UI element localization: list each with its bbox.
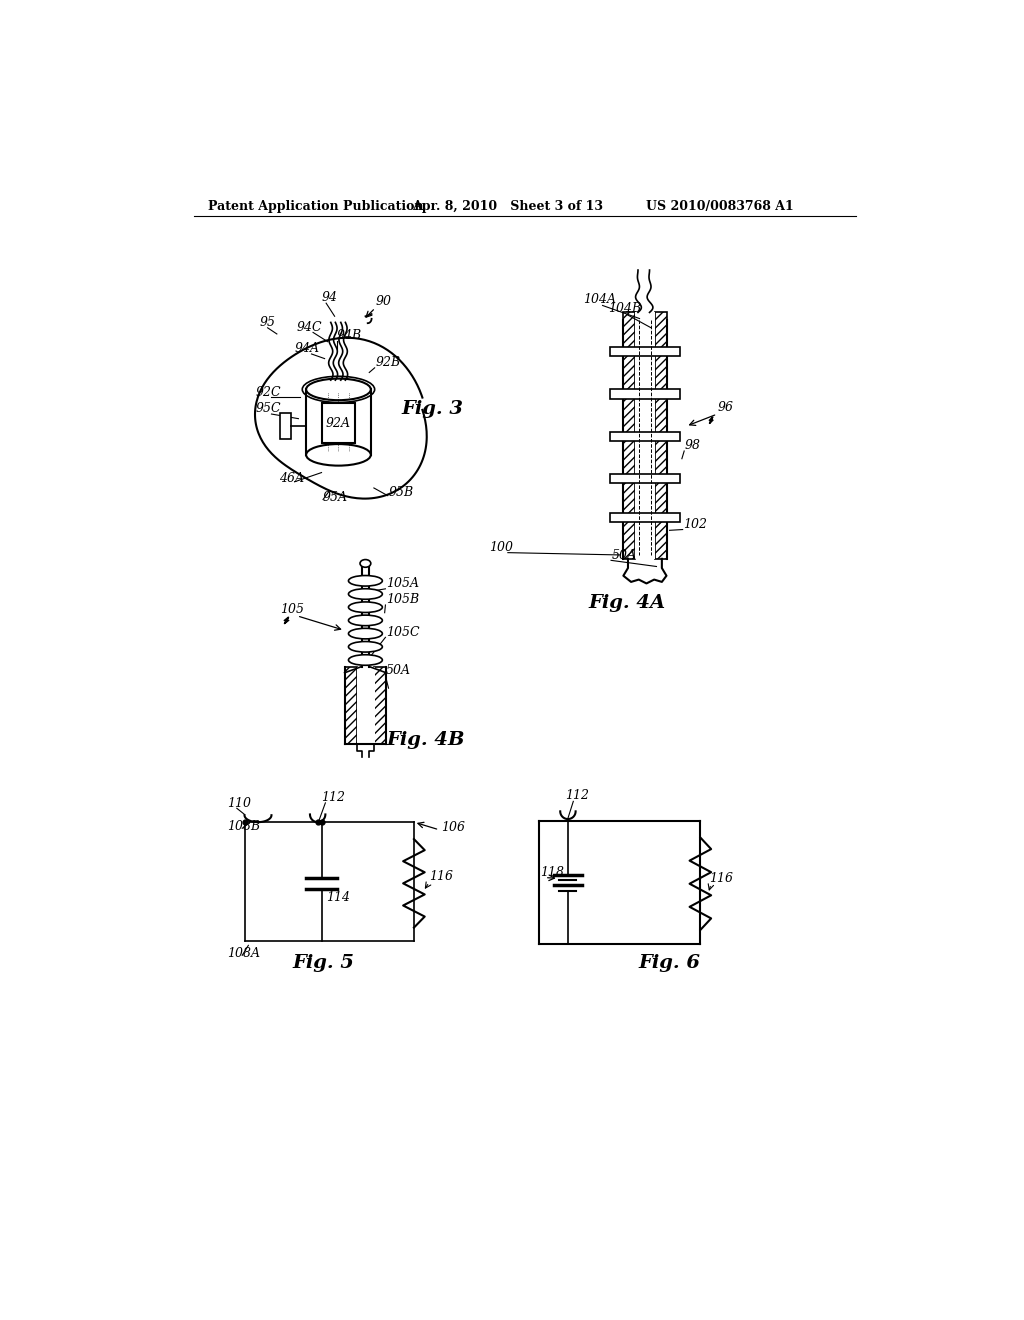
Text: 95B: 95B — [388, 486, 414, 499]
Text: 95A: 95A — [323, 491, 348, 504]
Text: 46A: 46A — [280, 471, 304, 484]
Text: Fig. 4B: Fig. 4B — [386, 731, 465, 748]
Ellipse shape — [348, 602, 382, 612]
Text: 110: 110 — [227, 797, 252, 809]
Ellipse shape — [348, 628, 382, 639]
Text: US 2010/0083768 A1: US 2010/0083768 A1 — [646, 199, 795, 213]
Text: Fig. 6: Fig. 6 — [639, 954, 700, 972]
Ellipse shape — [360, 560, 371, 568]
Text: 92A: 92A — [326, 417, 351, 430]
Text: 50A: 50A — [611, 549, 637, 562]
Text: 112: 112 — [322, 791, 345, 804]
Bar — [357, 667, 375, 743]
Text: Fig. 5: Fig. 5 — [292, 954, 354, 972]
Bar — [635, 313, 655, 558]
Text: 116: 116 — [429, 870, 454, 883]
Text: 112: 112 — [565, 789, 590, 803]
Text: 105B: 105B — [386, 594, 419, 606]
Ellipse shape — [348, 576, 382, 586]
Text: 116: 116 — [710, 873, 733, 886]
Text: 105C: 105C — [386, 626, 420, 639]
Bar — [610, 389, 680, 399]
Text: 105A: 105A — [386, 577, 419, 590]
Text: 92B: 92B — [376, 356, 400, 370]
Ellipse shape — [348, 589, 382, 599]
Ellipse shape — [306, 444, 371, 466]
Text: Patent Application Publication: Patent Application Publication — [208, 199, 423, 213]
Bar — [610, 432, 680, 441]
Bar — [280, 412, 291, 440]
Bar — [323, 404, 354, 444]
Bar — [610, 512, 680, 521]
Text: 104A: 104A — [584, 293, 616, 306]
Text: 100: 100 — [489, 541, 513, 554]
Ellipse shape — [348, 615, 382, 626]
Text: 118: 118 — [541, 866, 564, 879]
Text: 94A: 94A — [295, 342, 319, 355]
Ellipse shape — [306, 379, 371, 400]
Text: 90: 90 — [376, 294, 391, 308]
Bar — [610, 347, 680, 356]
Text: 108A: 108A — [227, 946, 260, 960]
Text: 98: 98 — [685, 440, 701, 453]
Text: 96: 96 — [717, 401, 733, 414]
Text: 104B: 104B — [608, 302, 641, 315]
Text: 50A: 50A — [386, 664, 412, 677]
Text: 94C: 94C — [296, 321, 322, 334]
Bar — [374, 667, 386, 743]
Bar — [623, 313, 635, 558]
Text: Fig. 3: Fig. 3 — [401, 400, 464, 417]
Text: 105: 105 — [280, 603, 304, 615]
Text: 106: 106 — [441, 821, 465, 834]
Text: 94B: 94B — [337, 329, 362, 342]
Ellipse shape — [348, 655, 382, 665]
Text: 102: 102 — [683, 517, 708, 531]
Bar — [610, 474, 680, 483]
Text: 108B: 108B — [227, 820, 261, 833]
Text: 92C: 92C — [255, 385, 281, 399]
Text: 95: 95 — [260, 317, 275, 329]
Text: Apr. 8, 2010   Sheet 3 of 13: Apr. 8, 2010 Sheet 3 of 13 — [412, 199, 602, 213]
Text: 95C: 95C — [255, 403, 281, 416]
Ellipse shape — [348, 642, 382, 652]
Text: 114: 114 — [326, 891, 350, 904]
Bar — [655, 313, 668, 558]
Text: Fig. 4A: Fig. 4A — [589, 594, 666, 612]
Bar — [345, 667, 357, 743]
Text: 94: 94 — [322, 290, 338, 304]
